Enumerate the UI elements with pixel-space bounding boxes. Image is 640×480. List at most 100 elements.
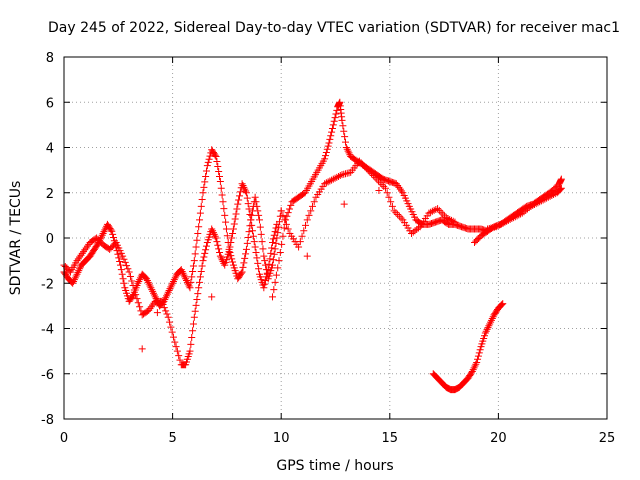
data-point [484,324,492,332]
data-point [303,216,311,224]
data-point [130,286,138,294]
data-point [323,145,331,153]
data-point [217,254,225,262]
data-point [69,279,77,287]
data-point [169,279,177,287]
data-point [202,242,210,250]
data-point [275,257,283,265]
y-tick-label: -8 [41,413,54,428]
data-point [300,227,308,235]
data-point [164,288,172,296]
data-point [166,318,174,326]
data-point [451,218,459,226]
y-tick-label: 0 [46,232,54,247]
data-point [73,257,81,265]
data-point [550,191,558,199]
data-point [252,198,260,206]
data-point [546,192,554,200]
data-point [496,221,504,229]
series-track [269,98,492,301]
data-point [414,224,422,232]
data-point [295,243,303,251]
data-point [171,338,179,346]
data-point [482,327,490,335]
data-point [235,196,243,204]
data-point [284,209,292,217]
data-point [124,265,132,273]
data-point [208,225,216,233]
data-point [489,313,497,321]
data-point [72,272,80,280]
data-point [508,215,516,223]
data-point [116,261,124,269]
data-point [270,286,278,294]
data-point [329,175,337,183]
data-point [331,174,339,182]
data-point [216,248,224,256]
data-point [392,209,400,217]
data-point [366,168,374,176]
data-point [468,367,476,375]
data-point [185,282,193,290]
data-point [326,177,334,185]
data-point [189,262,197,270]
data-point [543,194,551,202]
data-point [481,329,489,337]
data-point [189,267,197,275]
data-point [128,277,136,285]
data-point [513,212,521,220]
data-point [149,287,157,295]
data-point [241,185,249,193]
data-point [107,226,115,234]
data-point [120,279,128,287]
series-track [60,146,285,310]
y-tick-label: -6 [41,368,54,383]
data-point [125,268,133,276]
data-point [303,252,311,260]
data-point [215,167,223,175]
data-point [259,245,267,253]
data-point [237,269,245,277]
data-point [210,230,218,238]
data-point [364,166,372,174]
series-track [138,186,383,353]
series-track [60,180,281,369]
data-point [116,258,124,266]
data-point [172,343,180,351]
data-point [488,315,496,323]
data-point [200,253,208,261]
data-point [340,200,348,208]
data-point [70,277,78,285]
data-point [321,180,329,188]
data-point [544,193,552,201]
data-point [99,229,107,237]
data-point [471,362,479,370]
data-point [118,270,126,278]
data-point [167,323,175,331]
data-point [250,238,258,246]
data-point [147,303,155,311]
data-point [272,271,280,279]
data-point [335,172,343,180]
data-point [492,223,500,231]
data-point [232,210,240,218]
data-point [220,259,228,267]
data-point [254,259,262,267]
data-point [557,184,565,192]
data-point [255,211,263,219]
data-point [199,257,207,265]
data-point [221,211,229,219]
data-point [246,210,254,218]
x-tick-label: 0 [60,431,68,446]
data-point [239,182,247,190]
data-point [163,310,171,318]
data-point [230,220,238,228]
data-point [332,110,340,118]
data-point [273,220,281,228]
data-point [261,280,269,288]
data-point [344,147,352,155]
data-point [329,121,337,129]
data-point [427,208,435,216]
data-point [270,231,278,239]
data-point [161,296,169,304]
